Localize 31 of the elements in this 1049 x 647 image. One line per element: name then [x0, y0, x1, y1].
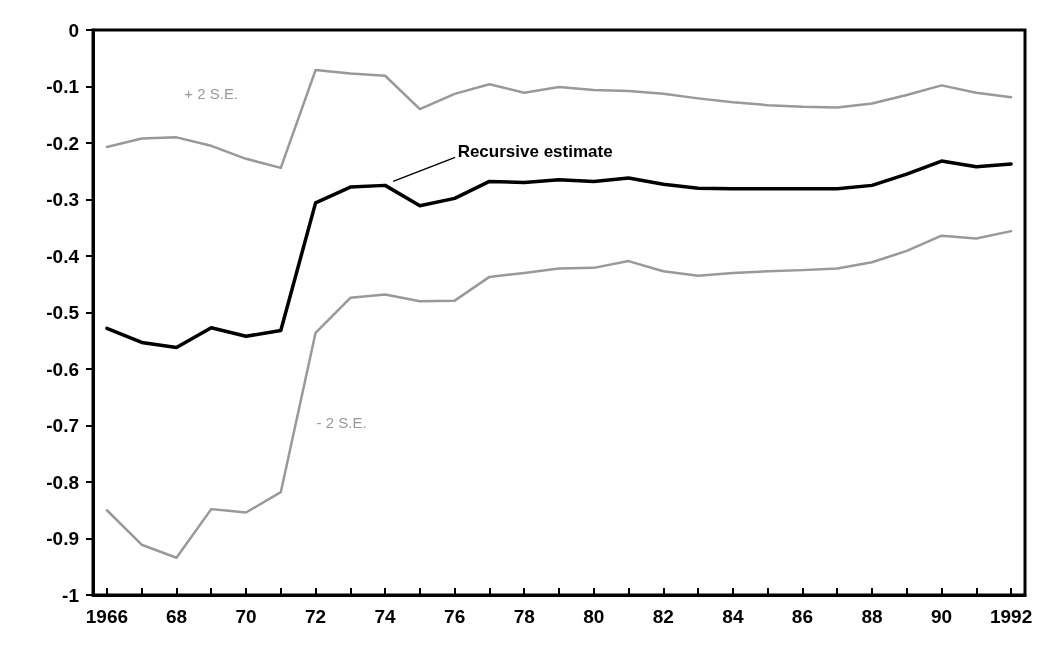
x-tick-label: 72 [305, 606, 327, 627]
x-tick-label: 1992 [989, 606, 1033, 627]
y-tick-label: -0.9 [46, 528, 79, 549]
y-tick-label: -0.5 [46, 302, 80, 323]
x-tick-label: 82 [652, 606, 674, 627]
y-tick-label: 0 [68, 19, 79, 41]
x-tick-label: 84 [722, 606, 744, 627]
line-series [105, 159, 1013, 350]
x-tick-label: 76 [444, 606, 466, 627]
x-tick-label: 90 [930, 606, 953, 627]
x-tick-label: 1966 [85, 606, 129, 627]
y-tick-label: -0.6 [46, 358, 79, 380]
x-tick-label: 68 [165, 606, 188, 627]
y-tick-label: -1 [62, 584, 80, 606]
line-series [105, 68, 1013, 170]
series-label: - 2 S.E. [316, 414, 367, 432]
x-tick-label: 74 [374, 606, 397, 627]
line-series [105, 229, 1013, 559]
x-tick-label: 80 [583, 606, 605, 627]
y-tick-label: -0.1 [46, 76, 80, 97]
y-tick-label: -0.4 [46, 245, 80, 267]
x-tick-label: 78 [513, 606, 535, 627]
x-tick-label: 86 [791, 606, 813, 627]
y-tick-label: -0.2 [46, 132, 79, 154]
x-tick-label: 70 [235, 606, 257, 627]
series-label: Recursive estimate [457, 141, 613, 161]
y-tick-label: -0.3 [46, 189, 79, 210]
y-tick-label: -0.8 [46, 471, 79, 493]
y-tick-label: -0.7 [46, 415, 79, 436]
x-tick-label: 88 [861, 606, 883, 627]
text: + 2 S.E. [184, 85, 239, 103]
